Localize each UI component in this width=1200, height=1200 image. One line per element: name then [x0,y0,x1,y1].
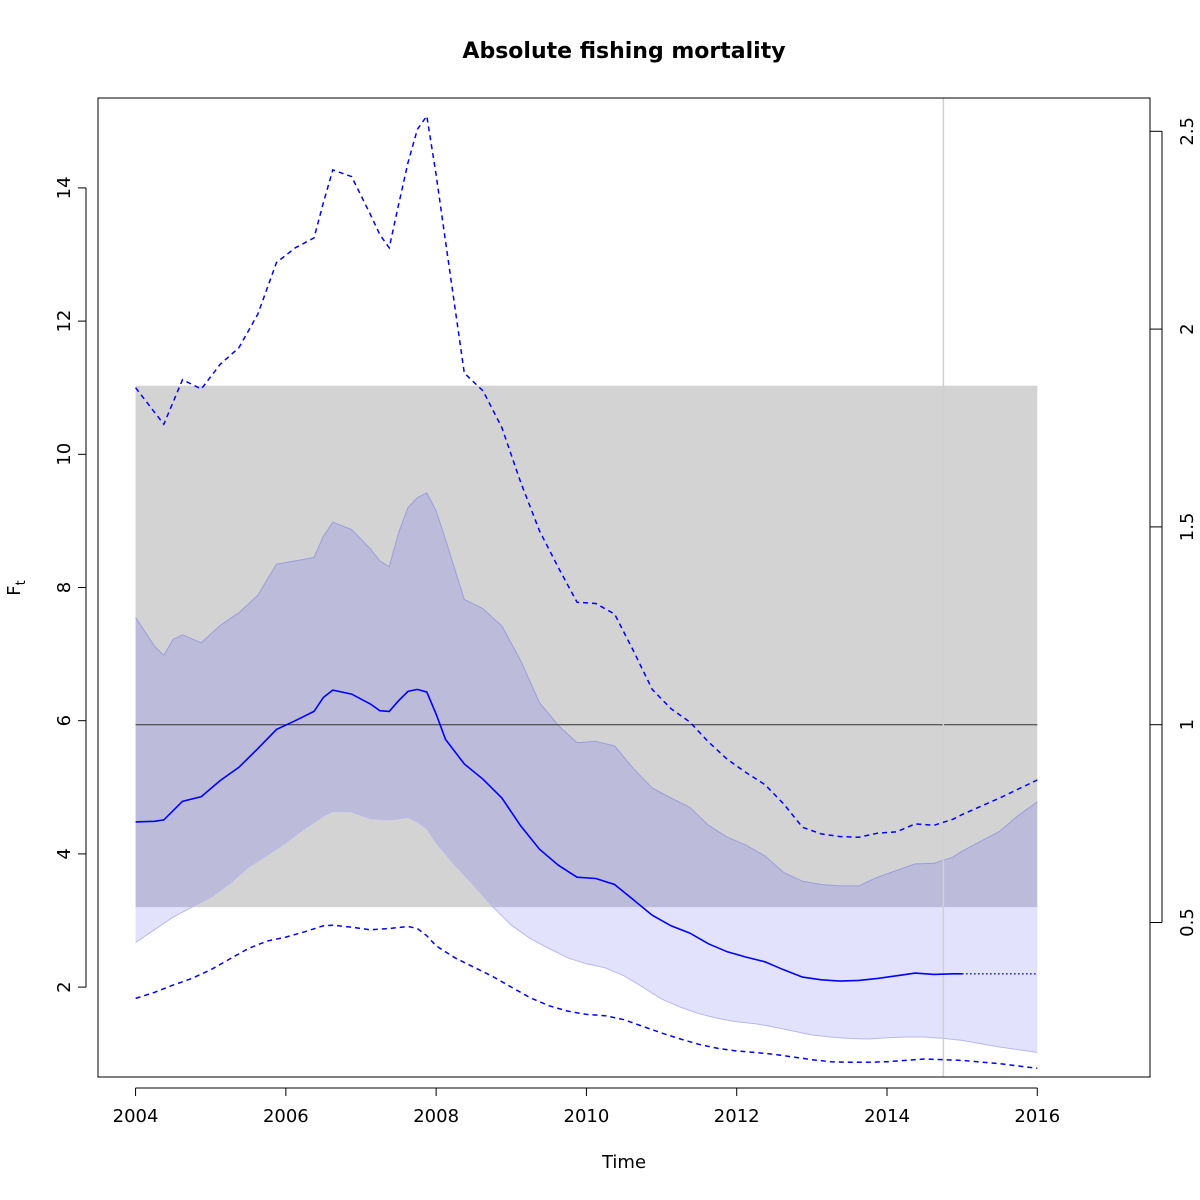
right-tick-label: 2.5 [1177,117,1198,146]
x-tick-label: 2006 [263,1106,309,1127]
y-tick-label-group: 14 [54,176,75,199]
right-tick-label: 2 [1177,323,1198,334]
y-tick-label-group: 10 [54,443,75,466]
right-tick-label: 0.5 [1177,908,1198,937]
y-axis-label: Ft [4,580,29,595]
ci-upper-edge [135,492,1038,887]
lower-dashed-line [135,924,1038,1070]
y-axis-label-sub: t [14,580,29,585]
x-tick-label: 2008 [413,1106,459,1127]
y-tick-label: 6 [54,715,75,726]
right-tick-label-group: 1.5 [1177,513,1198,542]
axes-layer: 2004 2006 2008 2010 2012 2014 201624681012140.… [54,117,1198,1127]
y-axis-label-group: Ft [4,580,29,595]
y-tick-label: 4 [54,848,75,859]
y-tick-label: 8 [54,582,75,593]
x-tick-label: 2016 [1014,1106,1060,1127]
y-tick-label: 2 [54,981,75,992]
estimate-line [135,688,963,982]
y-tick-label-group: 8 [54,582,75,593]
ci-lower-edge [135,810,1038,1053]
right-tick-label: 1.5 [1177,513,1198,542]
y-tick-label: 10 [54,443,75,466]
series-lines-layer [135,114,1038,1070]
right-tick-label: 1 [1177,719,1198,730]
y-tick-label: 14 [54,176,75,199]
x-tick-label: 2012 [714,1106,760,1127]
right-tick-label-group: 0.5 [1177,908,1198,937]
chart-title: Absolute fishing mortality [462,39,785,64]
y-tick-label: 12 [54,310,75,333]
right-tick-label-group: 2.5 [1177,117,1198,146]
y-tick-label-group: 6 [54,715,75,726]
right-tick-label-group: 1 [1177,719,1198,730]
x-tick-label: 2014 [864,1106,910,1127]
y-tick-label-group: 12 [54,310,75,333]
ci-band-overlap [135,492,1038,908]
plot-frame [97,97,1151,1078]
confidence-interval-layer [135,492,1038,1053]
x-tick-label: 2004 [113,1106,159,1127]
x-tick-label: 2010 [564,1106,610,1127]
y-axis-label-main: F [4,585,25,595]
y-tick-label-group: 4 [54,848,75,859]
x-axis-label: Time [601,1152,646,1173]
y-tick-label-group: 2 [54,981,75,992]
right-tick-label-group: 2 [1177,323,1198,334]
upper-dashed-line [135,114,1038,838]
